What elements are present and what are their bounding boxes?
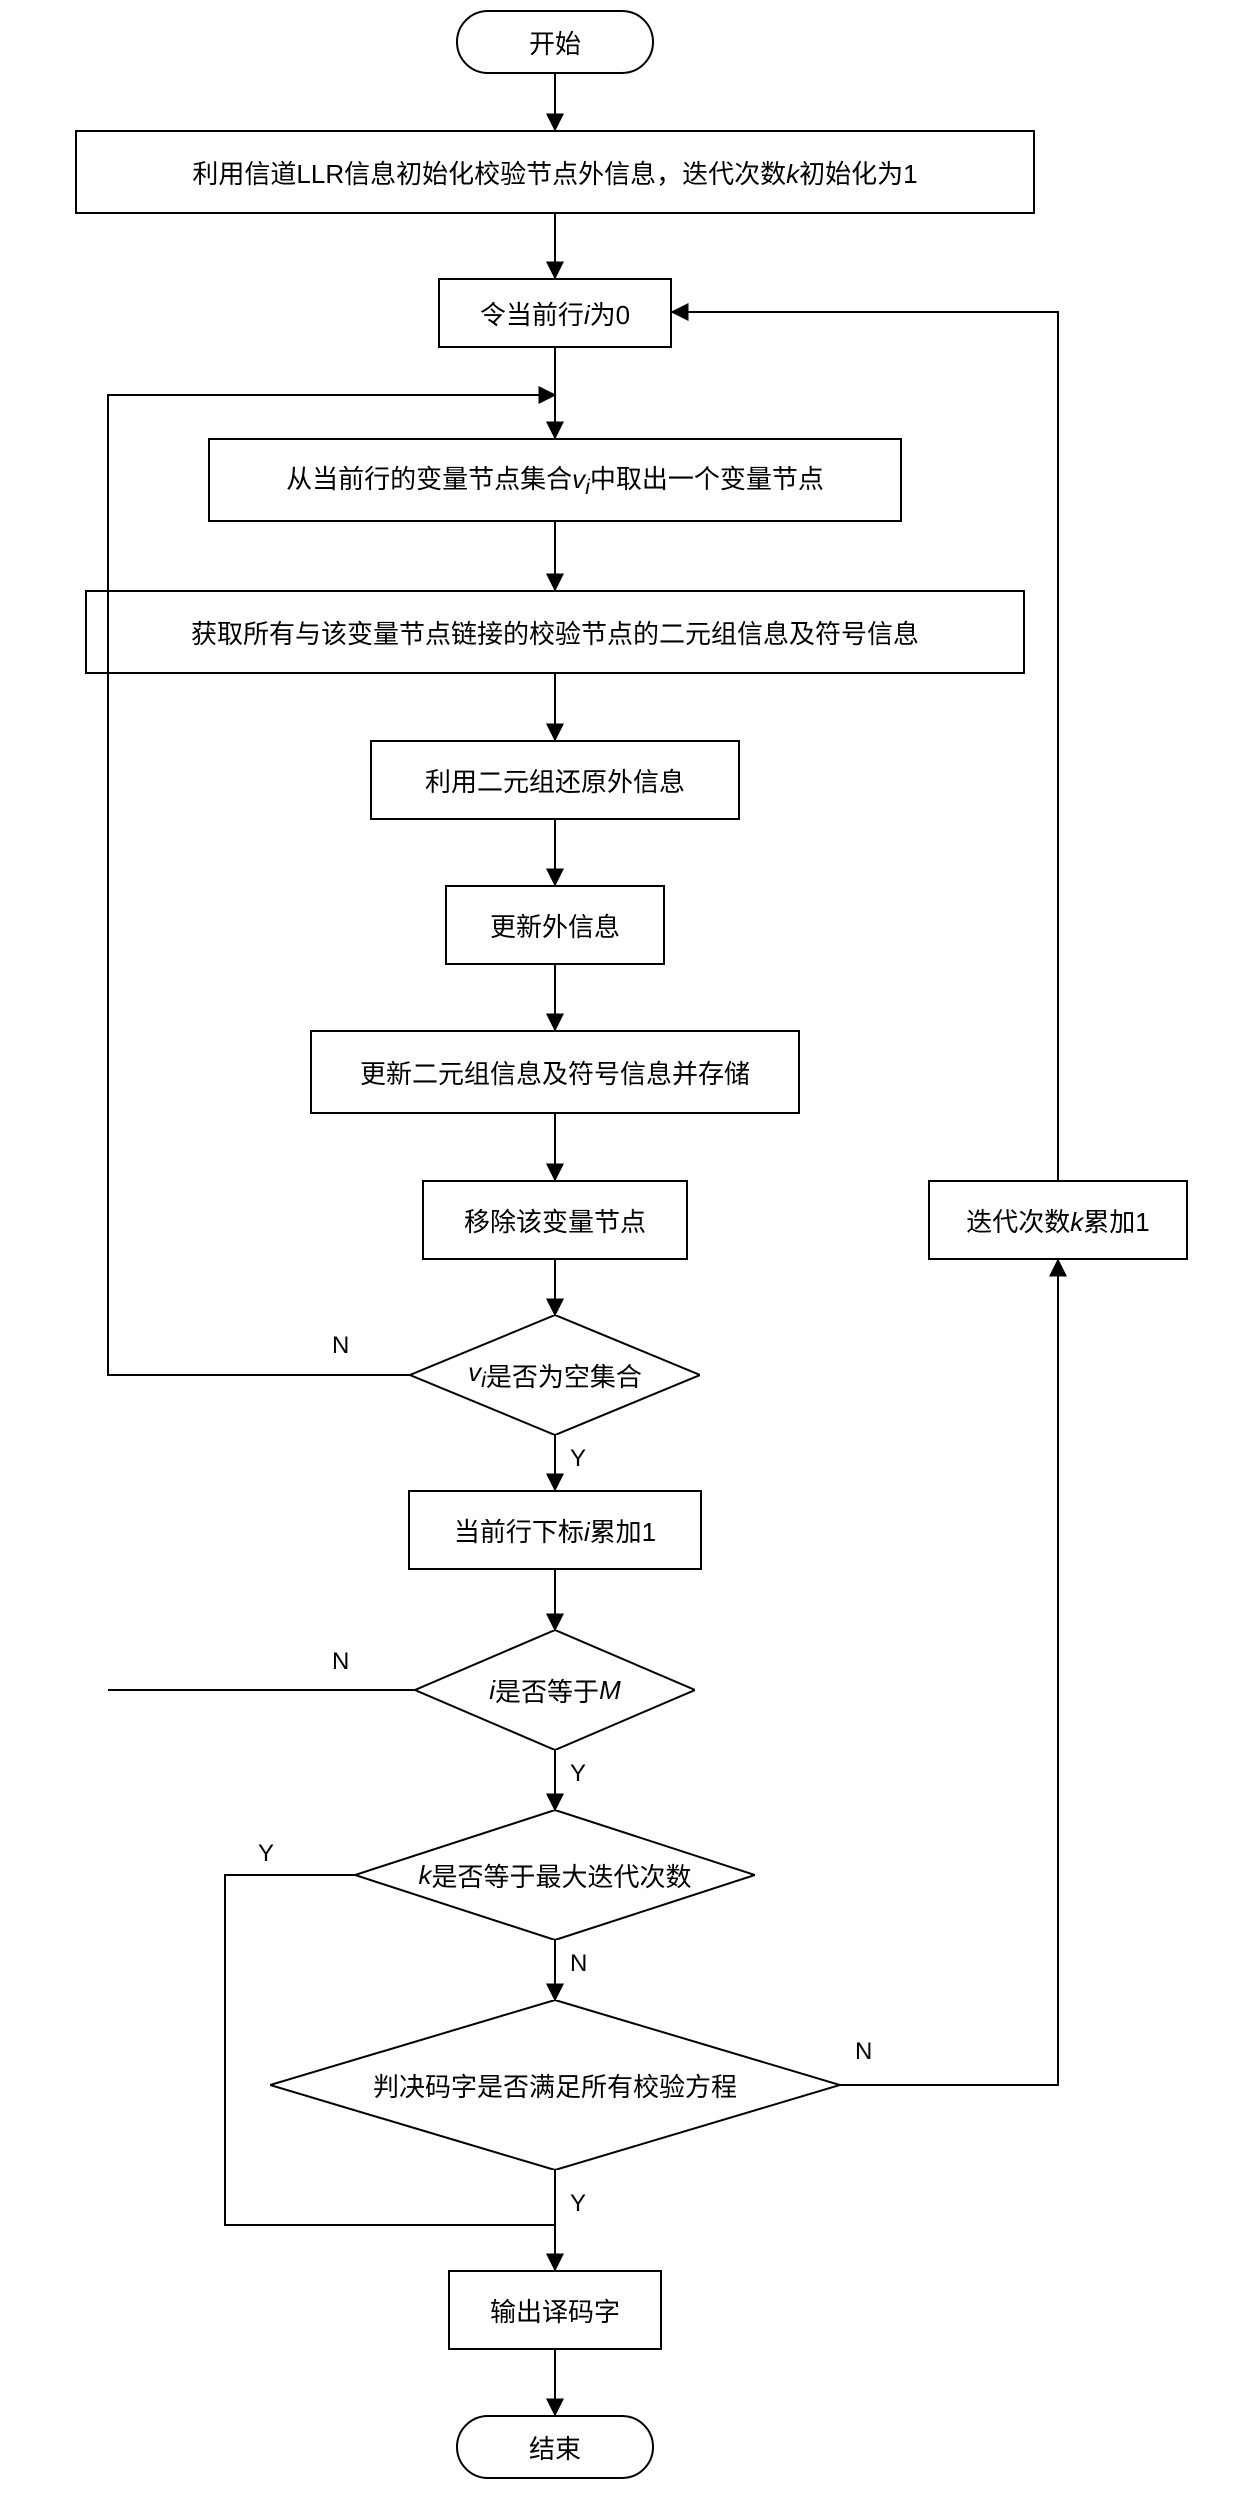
node-label-end: 结束 [519,2429,591,2466]
edge-label-vi_N: N [332,1332,349,1360]
node-restore: 利用二元组还原外信息 [370,740,740,820]
node-remove: 移除该变量节点 [422,1180,688,1260]
node-label-d_codeword: 判决码字是否满足所有校验方程 [270,2000,840,2170]
node-d_codeword: 判决码字是否满足所有校验方程 [270,2000,840,2170]
edge-label-vi_Y: Y [570,1445,586,1473]
edge-label-k_Y: Y [258,1840,274,1868]
node-d_vi_empty: vi是否为空集合 [410,1315,700,1435]
edge-d_codeword-inc_k [840,1260,1058,2085]
flowchart-canvas: 开始利用信道LLR信息初始化校验节点外信息，迭代次数k初始化为1 令当前行i为0 从… [0,0,1240,2506]
node-output: 输出译码字 [448,2270,662,2350]
node-label-inc_k: 迭代次数k累加1 [956,1202,1159,1239]
node-start: 开始 [456,10,654,74]
node-label-update_tuple: 更新二元组信息及符号信息并存储 [350,1054,760,1091]
node-label-set_i: 令当前行i为0 [470,295,640,332]
edge-label-cw_N: N [855,2038,872,2066]
node-label-take_var: 从当前行的变量节点集合vi中取出一个变量节点 [276,459,834,500]
node-update_ext: 更新外信息 [445,885,665,965]
node-label-d_k_eq_max: k是否等于最大迭代次数 [355,1810,755,1940]
node-label-remove: 移除该变量节点 [454,1202,656,1239]
edge-label-i_N: N [332,1648,349,1676]
node-end: 结束 [456,2415,654,2479]
node-update_tuple: 更新二元组信息及符号信息并存储 [310,1030,800,1114]
node-label-start: 开始 [519,24,591,61]
node-take_var: 从当前行的变量节点集合vi中取出一个变量节点 [208,438,902,522]
node-label-init: 利用信道LLR信息初始化校验节点外信息，迭代次数k初始化为1 [182,154,927,191]
node-get_tuple: 获取所有与该变量节点链接的校验节点的二元组信息及符号信息 [85,590,1025,674]
node-set_i: 令当前行i为0 [438,278,672,348]
edge-label-k_N: N [570,1950,587,1978]
edge-label-cw_Y: Y [570,2190,586,2218]
node-label-update_ext: 更新外信息 [480,907,630,944]
node-label-output: 输出译码字 [480,2292,630,2329]
node-label-inc_i: 当前行下标i累加1 [444,1512,666,1549]
node-d_i_eq_m: i是否等于M [415,1630,695,1750]
node-label-d_i_eq_m: i是否等于M [415,1630,695,1750]
node-inc_k: 迭代次数k累加1 [928,1180,1188,1260]
node-label-get_tuple: 获取所有与该变量节点链接的校验节点的二元组信息及符号信息 [181,614,929,651]
node-init: 利用信道LLR信息初始化校验节点外信息，迭代次数k初始化为1 [75,130,1035,214]
node-inc_i: 当前行下标i累加1 [408,1490,702,1570]
edge-label-i_Y: Y [570,1760,586,1788]
node-label-restore: 利用二元组还原外信息 [415,762,695,799]
node-label-d_vi_empty: vi是否为空集合 [410,1315,700,1435]
node-d_k_eq_max: k是否等于最大迭代次数 [355,1810,755,1940]
